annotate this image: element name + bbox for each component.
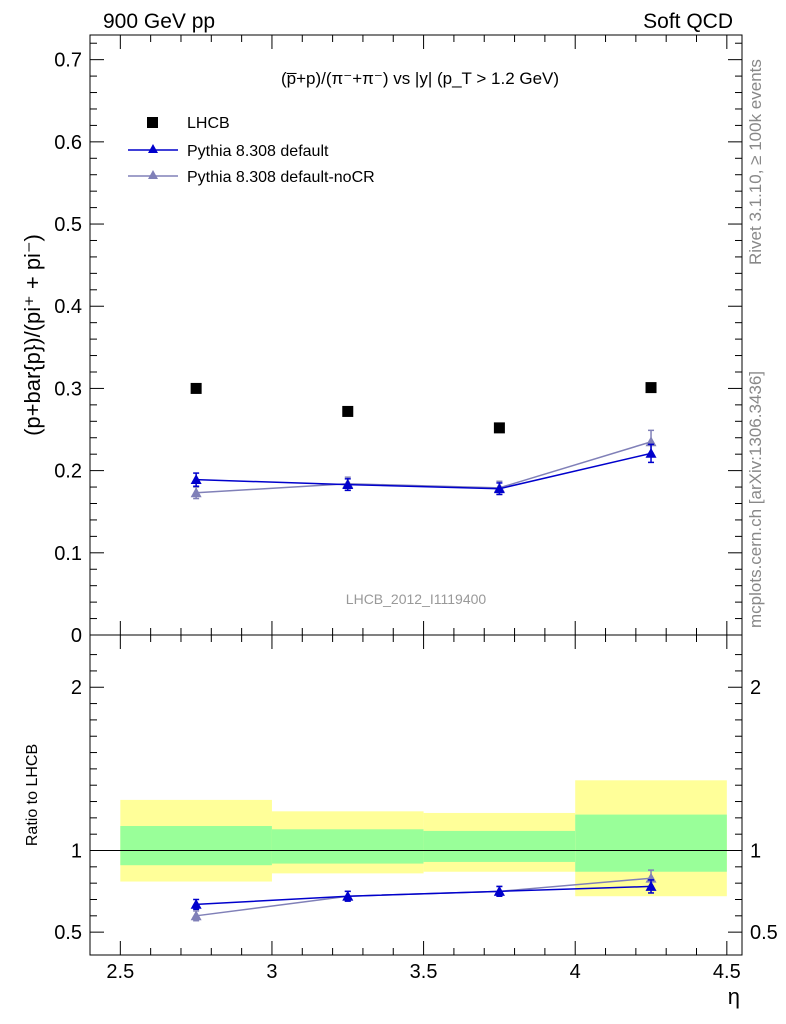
- ratio-y-tick-label: 1: [71, 841, 82, 863]
- x-tick-label: 4.5: [713, 961, 741, 983]
- default-data-point: [493, 483, 505, 494]
- ratio-y-tick-label-right: 2: [750, 677, 761, 699]
- ratio-panel: 0.5 0.5 1 1 2 2 2.5 3 3.5 4 4.5 Ratio to LHCB η: [24, 634, 778, 1009]
- x-tick-label: 4: [570, 961, 581, 983]
- lhcb-data-point: [645, 382, 657, 394]
- x-tick-label: 3.5: [410, 961, 438, 983]
- main-y-tick-label: 0.5: [54, 214, 82, 236]
- header-left: 900 GeV pp: [103, 10, 215, 33]
- x-tick-label: 3: [266, 961, 277, 983]
- uncertainty-band-inner: [120, 826, 272, 866]
- ratio-frame: [89, 634, 743, 956]
- main-y-tick-label: 0.6: [54, 132, 82, 154]
- ratio-y-tick-label-right: 0.5: [750, 922, 778, 944]
- ratio-default-data-point: [342, 890, 354, 901]
- lhcb-data-point: [493, 422, 505, 434]
- legend-label-default: Pythia 8.308 default: [187, 143, 329, 160]
- main-y-tick-label: 0.2: [54, 461, 82, 483]
- legend-marker-lhcb: [147, 117, 158, 128]
- main-y-tick-label: 0.3: [54, 378, 82, 400]
- x-axis-label: η: [728, 984, 740, 1009]
- ratio-default-series-line: [196, 885, 652, 906]
- ratio-nocr-data-point: [190, 910, 202, 921]
- uncertainty-band-inner: [575, 814, 727, 872]
- nocr-series-line: [196, 441, 652, 494]
- ratio-default-data-point: [190, 898, 202, 909]
- source-label: mcplots.cern.ch [arXiv:1306.3436]: [746, 371, 765, 628]
- main-plot-title: (p̅+p)/(π⁻+π⁻) vs |y| (p_T > 1.2 GeV): [281, 69, 559, 88]
- uncertainty-band-inner: [271, 829, 424, 864]
- main-y-tick-label: 0.1: [54, 543, 82, 565]
- lhcb-data-point: [190, 382, 202, 394]
- uncertainty-band-inner: [423, 830, 576, 862]
- ratio-default-data-point: [645, 880, 657, 891]
- legend-label-lhcb: LHCB: [187, 115, 230, 132]
- ratio-y-tick-label-right: 1: [750, 841, 761, 863]
- ratio-default-data-point: [493, 885, 505, 896]
- lhcb-data-point: [342, 405, 354, 417]
- default-data-point: [342, 479, 354, 489]
- ratio-y-tick-label: 2: [71, 677, 82, 699]
- x-tick-label: 2.5: [106, 961, 134, 983]
- legend-label-nocr: Pythia 8.308 default-noCR: [187, 169, 375, 186]
- nocr-data-point: [190, 487, 202, 498]
- legend-marker-nocr: [148, 170, 158, 179]
- main-y-tick-label: 0.7: [54, 50, 82, 72]
- legend-marker-default: [148, 144, 158, 153]
- default-series-line: [196, 452, 652, 490]
- main-y-tick-label: 0: [71, 625, 82, 647]
- ratio-y-label: Ratio to LHCB: [24, 744, 41, 846]
- header-right: Soft QCD: [643, 10, 733, 33]
- ratio-y-tick-label: 0.5: [54, 922, 82, 944]
- rivet-label: Rivet 3.1.10, ≥ 100k events: [746, 59, 765, 265]
- ratio-nocr-series-line: [196, 877, 652, 917]
- main-y-tick-label: 0.4: [54, 296, 82, 318]
- default-data-point: [645, 447, 657, 458]
- main-y-label: (p+bar{p})/(pi⁺ + pi⁻): [20, 234, 45, 436]
- legend: LHCB Pythia 8.308 default Pythia 8.308 d…: [128, 115, 375, 186]
- main-panel: 0 0.1 0.2 0.3 0.4 0.5 0.6 0.7 (p+bar{p})/(pi⁺ +…: [20, 34, 743, 647]
- default-data-point: [190, 474, 202, 485]
- analysis-watermark: LHCB_2012_I1119400: [346, 591, 487, 607]
